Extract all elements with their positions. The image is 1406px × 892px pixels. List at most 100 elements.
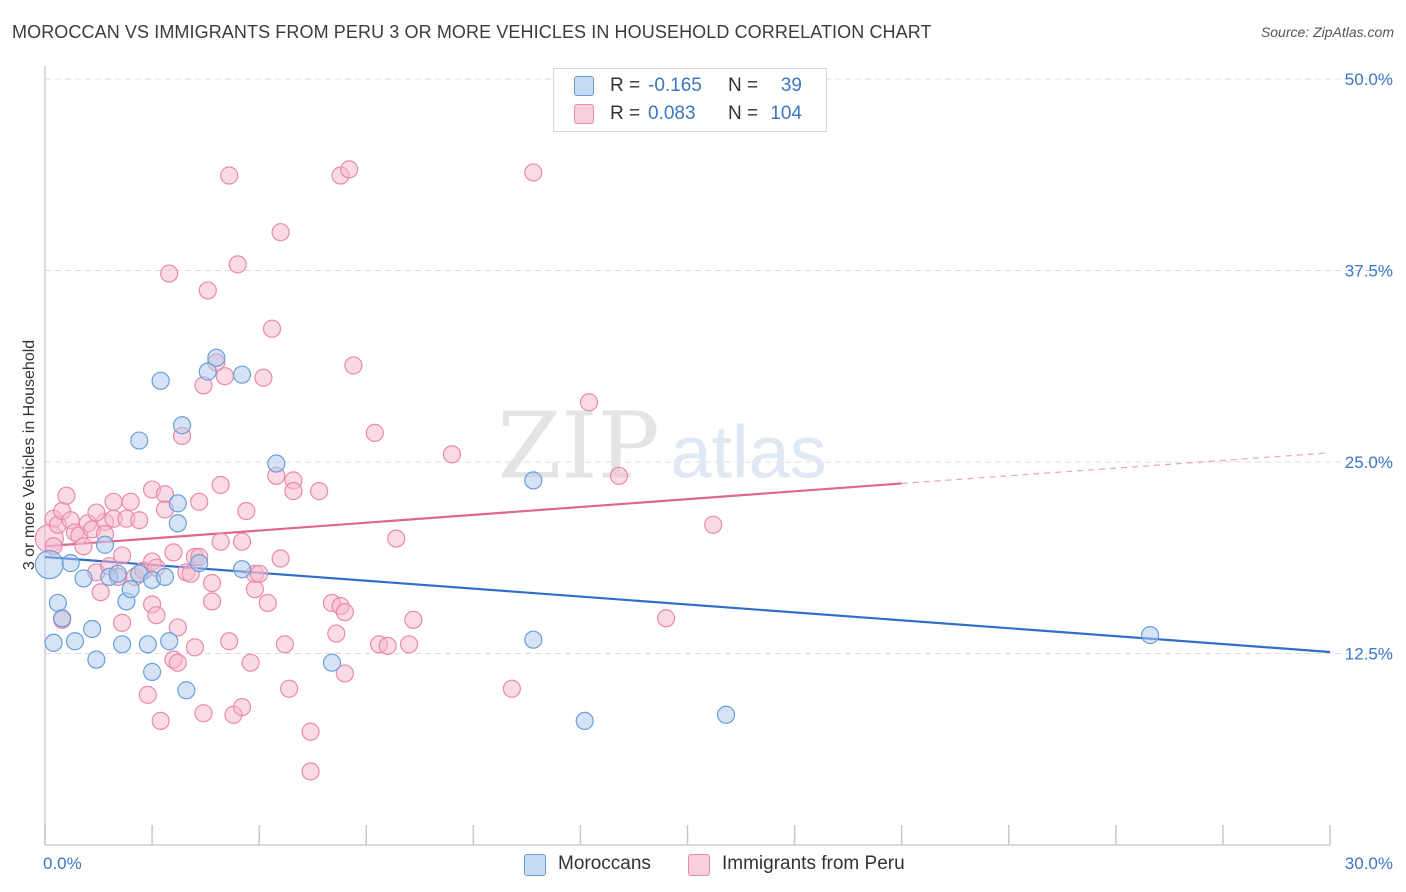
peru-point xyxy=(74,537,93,556)
moroccans-point xyxy=(198,362,217,381)
n-value: 104 xyxy=(770,103,802,124)
watermark-zip: ZIP xyxy=(497,392,659,499)
peru-point xyxy=(168,653,187,672)
peru-point xyxy=(335,664,354,683)
moroccans-point xyxy=(108,564,127,583)
peru-point xyxy=(245,580,264,599)
peru-point xyxy=(378,636,397,655)
r-label: R = xyxy=(610,103,641,124)
peru-point xyxy=(310,482,329,501)
moroccans-point xyxy=(34,550,64,580)
axes xyxy=(44,66,1331,846)
peru-point xyxy=(442,445,462,464)
moroccans-point xyxy=(65,632,85,651)
moroccans-point xyxy=(44,633,63,652)
peru-point xyxy=(232,532,252,551)
peru-point xyxy=(198,281,217,300)
peru-point xyxy=(335,603,354,622)
peru-point xyxy=(87,503,106,522)
peru-point xyxy=(258,593,277,613)
peru-point xyxy=(275,635,294,654)
chart-title: MOROCCAN VS IMMIGRANTS FROM PERU 3 OR MO… xyxy=(12,22,932,42)
y-tick-label: 12.5% xyxy=(1345,645,1393,664)
moroccans-point xyxy=(172,416,192,435)
moroccans-point xyxy=(1140,626,1160,645)
moroccans-point xyxy=(160,632,179,651)
y-tick-label: 50.0% xyxy=(1345,70,1393,89)
data-points xyxy=(34,160,1160,781)
peru-point xyxy=(91,583,110,602)
peru-point xyxy=(502,679,521,698)
moroccans-point xyxy=(138,635,157,654)
peru-point xyxy=(404,610,423,629)
moroccans-point xyxy=(53,609,72,628)
moroccans-point xyxy=(177,681,196,700)
peru-point xyxy=(185,638,205,657)
moroccans-point xyxy=(168,494,187,513)
x-tick-label: 30.0% xyxy=(1345,854,1393,873)
peru-point xyxy=(194,704,213,723)
y-axis-title: 3 or more Vehicles in Household xyxy=(21,339,38,571)
peru-trend-extension xyxy=(901,452,1331,485)
peru-point xyxy=(121,492,140,511)
moroccans-point xyxy=(716,705,736,724)
peru-legend-swatch xyxy=(688,854,710,876)
moroccans-point xyxy=(74,569,93,588)
peru-point xyxy=(271,549,290,568)
peru-point xyxy=(340,160,359,179)
peru-point xyxy=(704,515,723,534)
peru-point xyxy=(160,264,179,283)
peru-point xyxy=(151,711,170,731)
moroccans-point xyxy=(142,662,162,681)
peru-point xyxy=(202,592,222,611)
peru-point xyxy=(656,609,676,628)
peru-point xyxy=(387,529,406,548)
peru-point xyxy=(327,624,346,643)
moroccans-point xyxy=(232,560,252,579)
r-value: 0.083 xyxy=(648,103,696,124)
n-value: 39 xyxy=(780,75,802,96)
peru-trend-line xyxy=(44,482,902,548)
moroccans-point xyxy=(61,554,80,573)
moroccans-point xyxy=(87,650,106,669)
stats-box: R = -0.165 N = 39 R = 0.083 N = 104 xyxy=(553,68,827,132)
peru-point xyxy=(228,255,247,274)
moroccans-point xyxy=(575,711,594,731)
moroccans-point xyxy=(112,635,132,654)
peru-point xyxy=(301,722,320,741)
peru-point xyxy=(220,166,239,185)
n-label: N = xyxy=(728,103,759,124)
peru-swatch xyxy=(574,104,594,124)
peru-point xyxy=(399,635,419,654)
peru-point xyxy=(164,543,183,562)
moroccans-point xyxy=(524,630,543,649)
peru-point xyxy=(241,653,260,672)
peru-point xyxy=(365,423,384,442)
peru-point xyxy=(190,492,209,511)
n-label: N = xyxy=(728,75,759,96)
moroccans-legend-swatch xyxy=(524,854,546,876)
peru-point xyxy=(112,613,132,632)
legend-label: Moroccans xyxy=(558,853,651,874)
peru-point xyxy=(609,466,629,485)
moroccans-point xyxy=(151,371,170,390)
peru-point xyxy=(301,762,320,781)
moroccans-point xyxy=(83,619,102,639)
moroccans-point xyxy=(190,554,209,573)
y-tick-label: 37.5% xyxy=(1345,262,1393,281)
moroccans-swatch xyxy=(574,76,594,96)
peru-point xyxy=(147,606,166,625)
y-tick-label: 25.0% xyxy=(1345,453,1393,472)
peru-point xyxy=(579,393,599,412)
moroccans-point xyxy=(48,593,67,613)
legend-label: Immigrants from Peru xyxy=(722,853,905,874)
peru-point xyxy=(262,319,282,338)
peru-point xyxy=(284,482,303,501)
peru-point xyxy=(280,679,299,698)
r-value: -0.165 xyxy=(648,75,702,96)
peru-point xyxy=(250,564,269,583)
peru-point xyxy=(202,573,222,593)
moroccans-point xyxy=(267,454,286,473)
source-note: Source: ZipAtlas.com xyxy=(1260,24,1394,40)
